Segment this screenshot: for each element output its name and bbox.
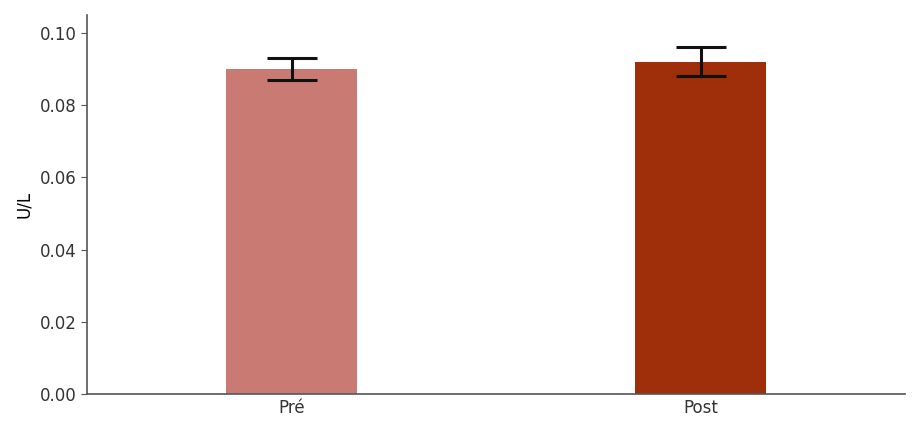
Bar <box>226 69 357 394</box>
Y-axis label: U/L: U/L <box>15 191 33 218</box>
Bar <box>634 62 766 394</box>
